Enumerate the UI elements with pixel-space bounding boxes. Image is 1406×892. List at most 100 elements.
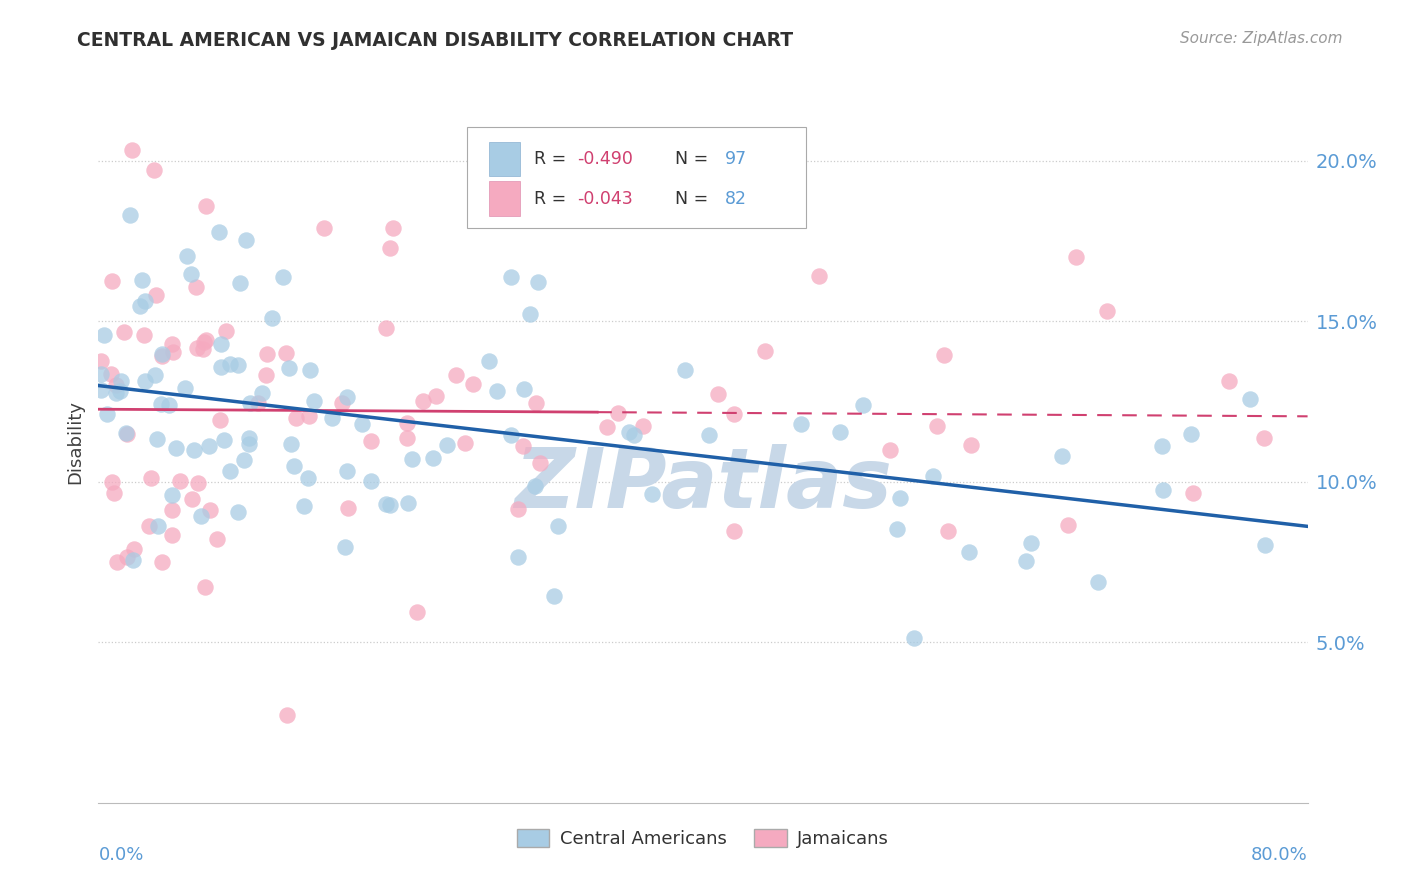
Point bbox=[215, 324, 238, 338]
Point bbox=[190, 509, 212, 524]
Point bbox=[754, 344, 776, 359]
Point bbox=[889, 491, 911, 505]
Point bbox=[380, 498, 402, 512]
Point bbox=[143, 163, 166, 178]
Point bbox=[936, 524, 959, 539]
Point bbox=[524, 479, 547, 493]
Point bbox=[1218, 374, 1240, 388]
Point bbox=[412, 394, 434, 409]
Point bbox=[181, 491, 204, 506]
Point bbox=[256, 347, 278, 361]
FancyBboxPatch shape bbox=[467, 128, 806, 228]
Point bbox=[219, 464, 242, 478]
Point bbox=[174, 381, 197, 395]
Point bbox=[186, 341, 208, 355]
Point bbox=[160, 528, 183, 542]
Point bbox=[90, 367, 112, 381]
Point bbox=[209, 337, 232, 351]
Point bbox=[1057, 518, 1080, 533]
Point bbox=[828, 425, 851, 439]
Point bbox=[169, 474, 191, 488]
Point bbox=[879, 443, 901, 458]
Point bbox=[211, 360, 233, 375]
Point bbox=[180, 267, 202, 281]
Point bbox=[422, 450, 444, 465]
Point bbox=[162, 344, 184, 359]
Point bbox=[184, 280, 207, 294]
Point bbox=[165, 441, 187, 455]
Point bbox=[194, 580, 217, 594]
Point bbox=[957, 545, 980, 559]
Point bbox=[250, 386, 273, 401]
Point bbox=[807, 269, 830, 284]
FancyBboxPatch shape bbox=[489, 181, 520, 216]
Point bbox=[193, 343, 215, 357]
Text: N =: N = bbox=[664, 190, 714, 208]
Point bbox=[381, 220, 404, 235]
Point bbox=[886, 522, 908, 536]
Point bbox=[194, 198, 217, 212]
Point bbox=[932, 348, 955, 362]
Point bbox=[150, 349, 173, 363]
Point bbox=[238, 437, 260, 451]
Point bbox=[256, 368, 278, 383]
Point bbox=[959, 438, 981, 452]
Point bbox=[298, 409, 321, 424]
Point bbox=[336, 501, 359, 516]
Point bbox=[121, 144, 143, 158]
Point bbox=[186, 475, 208, 490]
Point bbox=[1095, 303, 1118, 318]
Point bbox=[1152, 439, 1174, 453]
Point bbox=[631, 419, 654, 434]
Point bbox=[209, 413, 232, 427]
Point bbox=[302, 393, 325, 408]
Text: CENTRAL AMERICAN VS JAMAICAN DISABILITY CORRELATION CHART: CENTRAL AMERICAN VS JAMAICAN DISABILITY … bbox=[77, 31, 793, 50]
Point bbox=[512, 382, 534, 396]
Point bbox=[723, 407, 745, 421]
Text: 82: 82 bbox=[724, 190, 747, 208]
Point bbox=[790, 417, 813, 432]
Text: 97: 97 bbox=[724, 150, 747, 168]
Point bbox=[1239, 392, 1261, 406]
Point bbox=[401, 452, 423, 467]
Point bbox=[101, 475, 124, 490]
Text: 0.0%: 0.0% bbox=[98, 847, 143, 864]
Text: N =: N = bbox=[664, 150, 714, 168]
Point bbox=[1152, 483, 1174, 497]
Point bbox=[461, 377, 484, 392]
Point bbox=[1181, 486, 1204, 500]
Point bbox=[115, 427, 138, 442]
Point bbox=[148, 518, 170, 533]
Point bbox=[122, 542, 145, 557]
Point bbox=[336, 464, 359, 478]
Point bbox=[1087, 574, 1109, 589]
Point bbox=[285, 411, 308, 425]
Point bbox=[104, 386, 127, 401]
Point bbox=[486, 384, 509, 398]
Point bbox=[150, 346, 173, 360]
Legend: Central Americans, Jamaicans: Central Americans, Jamaicans bbox=[509, 822, 897, 855]
Point bbox=[444, 368, 467, 383]
Point bbox=[512, 440, 534, 454]
Point bbox=[396, 496, 419, 510]
Point bbox=[697, 427, 720, 442]
Point bbox=[501, 270, 523, 285]
Point bbox=[292, 499, 315, 513]
Point bbox=[1019, 535, 1042, 549]
Point bbox=[226, 359, 249, 373]
Point bbox=[273, 269, 295, 284]
Point bbox=[157, 398, 180, 412]
Point bbox=[596, 420, 619, 434]
Point bbox=[640, 486, 662, 500]
Point bbox=[723, 524, 745, 538]
Point bbox=[93, 328, 115, 343]
Text: R =: R = bbox=[534, 190, 571, 208]
Point bbox=[108, 384, 131, 399]
Point bbox=[103, 486, 125, 500]
Point bbox=[162, 336, 184, 351]
Point bbox=[131, 273, 153, 287]
Point bbox=[524, 396, 547, 410]
Point bbox=[134, 327, 156, 342]
Point bbox=[278, 361, 301, 376]
Point bbox=[226, 505, 249, 519]
